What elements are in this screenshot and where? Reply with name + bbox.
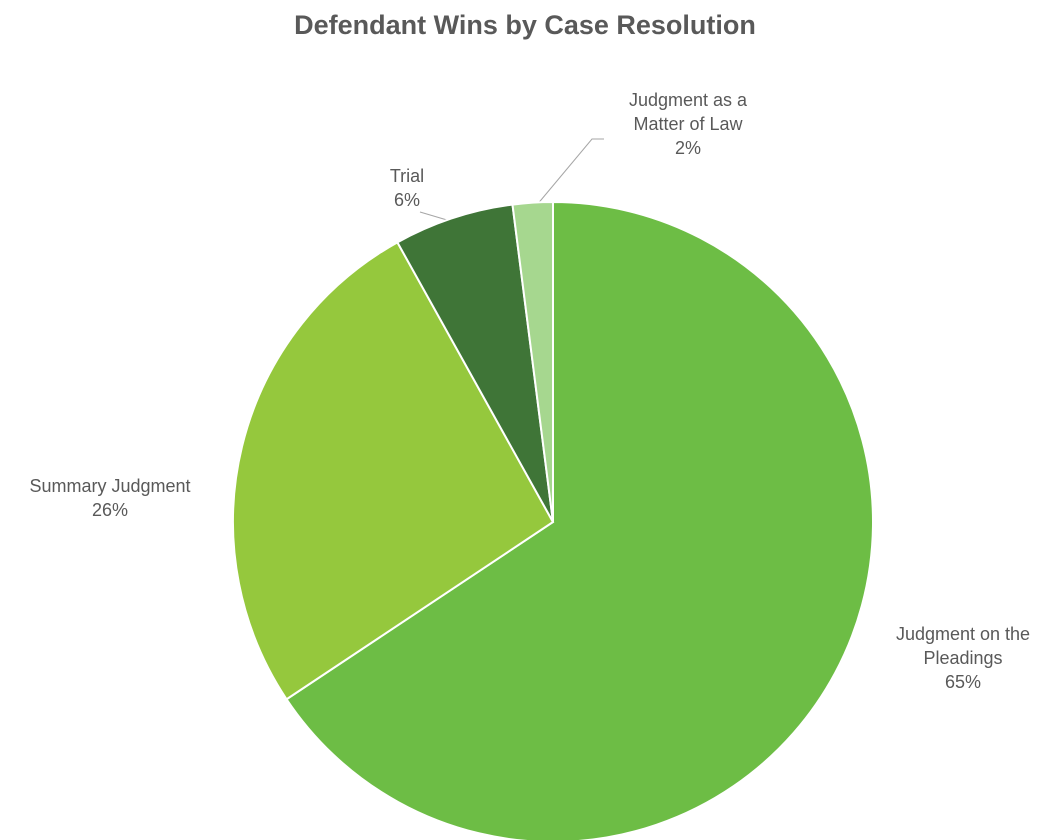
pie-slice xyxy=(232,241,555,701)
category-label: Judgment as a Matter of Law xyxy=(628,90,748,134)
pie-slice xyxy=(285,200,874,840)
leader-line xyxy=(535,138,604,207)
value-label: 6% xyxy=(393,190,420,210)
category-label: Judgment on the Pleadings xyxy=(895,624,1031,668)
leader-line xyxy=(419,211,448,221)
pie-slice xyxy=(511,200,554,523)
category-label: Summary Judgment xyxy=(29,476,191,496)
chart-title: Defendant Wins by Case Resolution xyxy=(294,10,756,40)
data-label: Trial 6% xyxy=(357,164,457,212)
pie-slice xyxy=(396,203,554,523)
value-label: 65% xyxy=(944,672,982,692)
data-label: Summary Judgment 26% xyxy=(0,474,220,522)
data-label: Judgment on the Pleadings 65% xyxy=(872,622,1050,694)
category-label: Trial xyxy=(389,166,425,186)
value-label: 2% xyxy=(674,138,701,158)
value-label: 26% xyxy=(91,500,129,520)
data-label: Judgment as a Matter of Law 2% xyxy=(593,88,783,160)
